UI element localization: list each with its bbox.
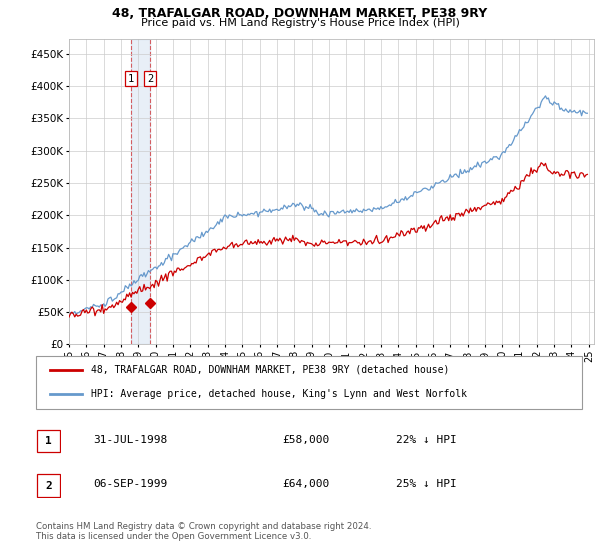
FancyBboxPatch shape xyxy=(37,474,60,497)
Text: 22% ↓ HPI: 22% ↓ HPI xyxy=(396,435,457,445)
Text: Price paid vs. HM Land Registry's House Price Index (HPI): Price paid vs. HM Land Registry's House … xyxy=(140,18,460,29)
Text: 2: 2 xyxy=(147,74,153,84)
Text: £58,000: £58,000 xyxy=(282,435,329,445)
Text: 2: 2 xyxy=(45,481,52,491)
Text: 06-SEP-1999: 06-SEP-1999 xyxy=(93,479,167,489)
Text: 1: 1 xyxy=(128,74,134,84)
Text: Contains HM Land Registry data © Crown copyright and database right 2024.
This d: Contains HM Land Registry data © Crown c… xyxy=(36,522,371,542)
FancyBboxPatch shape xyxy=(36,356,582,409)
Text: HPI: Average price, detached house, King's Lynn and West Norfolk: HPI: Average price, detached house, King… xyxy=(91,389,467,399)
Text: 48, TRAFALGAR ROAD, DOWNHAM MARKET, PE38 9RY: 48, TRAFALGAR ROAD, DOWNHAM MARKET, PE38… xyxy=(112,7,488,20)
Text: 25% ↓ HPI: 25% ↓ HPI xyxy=(396,479,457,489)
Text: 1: 1 xyxy=(45,436,52,446)
FancyBboxPatch shape xyxy=(37,430,60,452)
Text: 31-JUL-1998: 31-JUL-1998 xyxy=(93,435,167,445)
Text: 48, TRAFALGAR ROAD, DOWNHAM MARKET, PE38 9RY (detached house): 48, TRAFALGAR ROAD, DOWNHAM MARKET, PE38… xyxy=(91,365,449,375)
Text: £64,000: £64,000 xyxy=(282,479,329,489)
Bar xyxy=(131,39,150,344)
